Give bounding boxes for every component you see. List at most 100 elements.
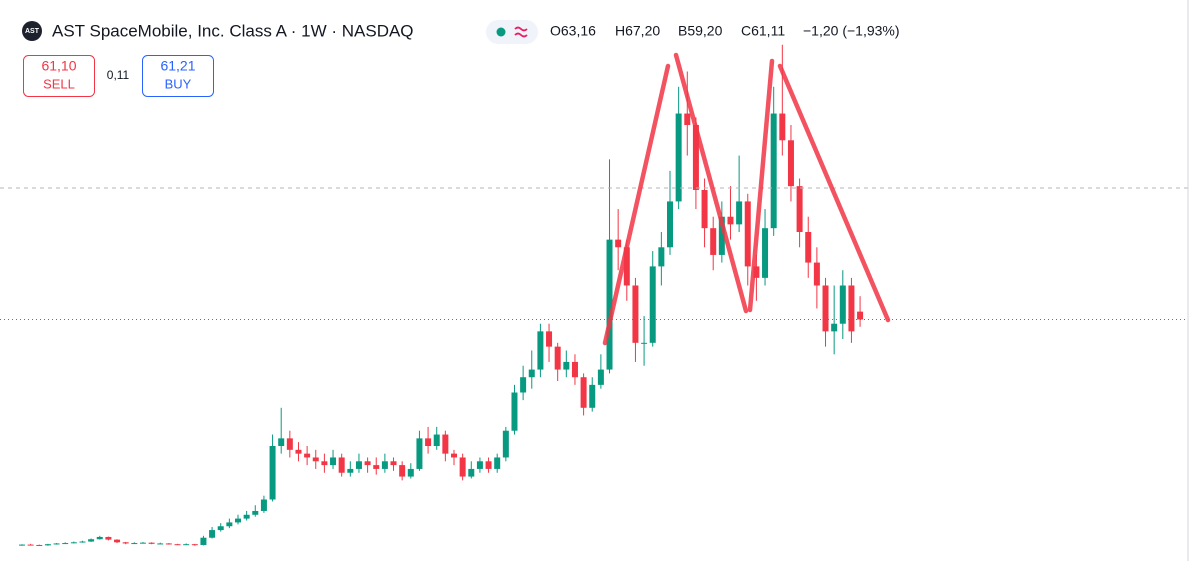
candle-body bbox=[347, 468, 354, 473]
candle-body bbox=[528, 369, 535, 378]
candle-body bbox=[537, 331, 544, 370]
candle-body bbox=[235, 518, 241, 523]
candle-body bbox=[563, 361, 570, 370]
candle-body bbox=[675, 113, 682, 202]
ohlc-close: C61,11 bbox=[741, 23, 785, 39]
candle-body bbox=[805, 232, 812, 263]
ohlc-low: B59,20 bbox=[678, 23, 723, 39]
sell-button[interactable] bbox=[23, 55, 95, 97]
candle-body bbox=[338, 457, 345, 473]
candle-body bbox=[718, 216, 725, 255]
candle-body bbox=[355, 461, 362, 469]
candle-body bbox=[157, 543, 164, 545]
candle-body bbox=[44, 544, 51, 546]
status-pill bbox=[486, 20, 538, 44]
candle-body bbox=[632, 285, 639, 343]
candle-body bbox=[667, 201, 673, 248]
candle-body bbox=[217, 526, 224, 531]
symbol-title: AST SpaceMobile, Inc. Class A · 1W · NAS… bbox=[52, 21, 414, 40]
candle-body bbox=[416, 438, 423, 469]
candle-body bbox=[209, 530, 216, 538]
candle-body bbox=[148, 542, 155, 544]
candle-body bbox=[494, 457, 501, 469]
candle-body bbox=[658, 247, 665, 267]
candle-body bbox=[399, 465, 406, 477]
candle-body bbox=[459, 457, 466, 477]
candle-body bbox=[710, 228, 717, 255]
candle-body bbox=[269, 446, 276, 500]
candle-body bbox=[88, 539, 95, 542]
candle-body bbox=[615, 239, 622, 248]
trend-line bbox=[777, 63, 891, 323]
candle-body bbox=[304, 453, 311, 458]
candle-body bbox=[260, 499, 267, 511]
candle-body bbox=[787, 140, 794, 187]
candle-body bbox=[813, 262, 820, 286]
candle-body bbox=[53, 543, 60, 545]
candle-body bbox=[502, 430, 509, 458]
candle-body bbox=[511, 392, 518, 431]
candle-body bbox=[468, 468, 475, 477]
candle-body bbox=[770, 113, 777, 229]
sell-price[interactable]: 61,10 bbox=[41, 58, 76, 74]
candle-body bbox=[433, 434, 440, 446]
candle-body bbox=[183, 544, 190, 546]
candle-body bbox=[839, 285, 846, 324]
candle-body bbox=[407, 468, 414, 477]
candle-body bbox=[381, 461, 388, 469]
candle-body bbox=[286, 438, 293, 450]
candle-body bbox=[36, 544, 43, 546]
candle-body bbox=[641, 342, 648, 344]
candle-body bbox=[476, 461, 483, 469]
logo bbox=[22, 21, 42, 41]
candle-body bbox=[649, 266, 656, 343]
candle-body bbox=[692, 125, 699, 190]
buy-price[interactable]: 61,21 bbox=[160, 58, 195, 74]
candle-body bbox=[442, 434, 449, 454]
candle-body bbox=[226, 522, 233, 527]
candle-body bbox=[571, 361, 578, 378]
sell-label[interactable]: SELL bbox=[43, 76, 75, 91]
candle-body bbox=[312, 457, 319, 462]
candle-body bbox=[131, 543, 138, 545]
candle-body bbox=[105, 536, 112, 540]
candle-body bbox=[295, 449, 302, 454]
candle-body bbox=[321, 461, 328, 466]
candle-body bbox=[779, 113, 786, 141]
trend-line bbox=[673, 52, 749, 314]
candle-body bbox=[425, 438, 432, 446]
candle-body bbox=[364, 461, 371, 466]
market-status-dot bbox=[496, 27, 506, 37]
candle-body bbox=[606, 239, 613, 370]
candle-body bbox=[139, 542, 146, 544]
candle-body bbox=[96, 536, 103, 540]
buy-label[interactable]: BUY bbox=[165, 76, 192, 91]
candle-body bbox=[252, 510, 259, 515]
buy-button[interactable] bbox=[142, 55, 214, 97]
approx-icon bbox=[514, 26, 528, 38]
candle-body bbox=[796, 186, 803, 232]
candle-body bbox=[485, 461, 492, 469]
candle-body bbox=[546, 331, 553, 347]
candle-body bbox=[191, 544, 198, 546]
candle-body bbox=[554, 346, 561, 370]
candle-body bbox=[744, 201, 751, 267]
candle-body bbox=[580, 377, 587, 408]
candle-body bbox=[822, 285, 829, 332]
candle-body bbox=[62, 543, 69, 545]
spread: 0,11 bbox=[107, 68, 130, 82]
candle-body bbox=[330, 457, 337, 466]
candle-body bbox=[736, 201, 743, 225]
candle-body bbox=[597, 369, 604, 385]
candle-body bbox=[373, 465, 380, 469]
ohlc-change: −1,20 (−1,93%) bbox=[803, 23, 900, 39]
candle-body bbox=[762, 228, 769, 278]
plot bbox=[0, 44, 1188, 546]
candle-body bbox=[727, 216, 734, 225]
candle-body bbox=[243, 514, 250, 519]
candle-body bbox=[19, 544, 25, 546]
candle-body bbox=[848, 285, 855, 332]
ohlc-values: O63,16 H67,20 B59,20 C61,11 −1,20 (−1,93… bbox=[550, 23, 900, 39]
trend-line bbox=[602, 63, 671, 346]
